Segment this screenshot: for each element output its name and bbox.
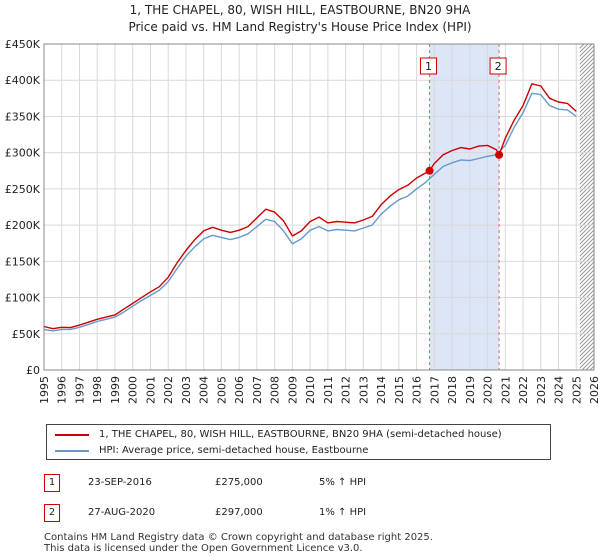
- footer-attribution: Contains HM Land Registry data © Crown c…: [44, 532, 433, 554]
- y-tick-label: £0: [26, 364, 40, 377]
- plot-area: £0 £50K £100K £150K £200K £250K £300K £350K £400…: [5, 38, 600, 404]
- x-tick-label: 2001: [144, 376, 157, 404]
- sale-label-box: [420, 57, 438, 75]
- sale-price: £275,000: [215, 477, 263, 488]
- x-tick-label: 2014: [375, 376, 388, 404]
- sale-hpi-change: 1% ↑ HPI: [319, 507, 367, 518]
- y-tick-label: £450K: [5, 38, 41, 51]
- x-tick-label: 2002: [162, 376, 175, 404]
- chart-title: 1, THE CHAPEL, 80, WISH HILL, EASTBOURNE…: [130, 3, 472, 17]
- y-tick-label: £50K: [12, 328, 41, 341]
- y-tick-label: £300K: [5, 147, 41, 160]
- x-tick-label: 2026: [588, 376, 600, 404]
- y-tick-label: £350K: [5, 110, 41, 123]
- x-tick-label: 2013: [357, 376, 370, 404]
- x-tick-label: 2022: [517, 376, 530, 404]
- x-tick-label: 2017: [428, 376, 441, 404]
- y-tick-label: £400K: [5, 74, 41, 87]
- x-tick-label: 2019: [464, 376, 477, 404]
- x-tick-label: 2007: [251, 376, 264, 404]
- sale-point: [425, 166, 434, 175]
- sale-label-number: 2: [495, 60, 502, 73]
- sale-date: 23-SEP-2016: [88, 477, 152, 488]
- x-tick-label: 1998: [91, 376, 104, 404]
- legend-label-property: 1, THE CHAPEL, 80, WISH HILL, EASTBOURNE…: [99, 429, 502, 440]
- legend-swatch-property: [55, 434, 89, 436]
- x-tick-label: 2003: [180, 376, 193, 404]
- sale-label-box: [489, 57, 507, 75]
- x-tick-label: 2020: [482, 376, 495, 404]
- legend: 1, THE CHAPEL, 80, WISH HILL, EASTBOURNE…: [46, 424, 551, 460]
- sale-row: 1 23-SEP-2016 £275,000 5% ↑ HPI: [44, 474, 464, 494]
- hpi-line: [43, 92, 577, 332]
- sale-hpi-change: 5% ↑ HPI: [319, 477, 367, 488]
- x-tick-label: 2023: [535, 376, 548, 404]
- x-tick-label: 2025: [570, 376, 583, 404]
- x-tick-label: 2018: [446, 376, 459, 404]
- sale-row: 2 27-AUG-2020 £297,000 1% ↑ HPI: [44, 504, 464, 524]
- x-tick-label: 2006: [233, 376, 246, 404]
- y-tick-label: £100K: [5, 292, 41, 305]
- plot-background: [44, 44, 594, 370]
- x-tick-label: 2000: [127, 376, 140, 404]
- x-tick-label: 2015: [393, 376, 406, 404]
- sale-number-badge: 1: [44, 474, 60, 492]
- x-tick-label: 1995: [38, 376, 51, 404]
- y-tick-label: £250K: [5, 183, 41, 196]
- legend-swatch-hpi: [55, 450, 89, 452]
- x-tick-label: 2021: [499, 376, 512, 404]
- x-tick-label: 1999: [109, 376, 122, 404]
- x-tick-label: 2011: [322, 376, 335, 404]
- property-price-line: [43, 83, 577, 330]
- chart-subtitle: Price paid vs. HM Land Registry's House …: [128, 20, 471, 34]
- sale-label-number: 1: [425, 60, 432, 73]
- x-tick-label: 2012: [340, 376, 353, 404]
- y-tick-label: £200K: [5, 219, 41, 232]
- sale-price: £297,000: [215, 507, 263, 518]
- x-tick-label: 2009: [286, 376, 299, 404]
- x-tick-label: 1996: [56, 376, 69, 404]
- x-tick-label: 2008: [269, 376, 282, 404]
- x-tick-label: 2005: [215, 376, 228, 404]
- y-tick-label: £150K: [5, 255, 41, 268]
- sale-point: [495, 150, 504, 159]
- sale-date: 27-AUG-2020: [88, 507, 156, 518]
- projection-hatch: [579, 44, 594, 370]
- footer-line-copyright: Contains HM Land Registry data © Crown c…: [44, 532, 433, 543]
- x-tick-label: 1997: [73, 376, 86, 404]
- price-chart: 1, THE CHAPEL, 80, WISH HILL, EASTBOURNE…: [5, 3, 600, 404]
- plot-frame: [43, 43, 595, 371]
- x-tick-label: 2010: [304, 376, 317, 404]
- footer-line-licence: This data is licensed under the Open Gov…: [44, 543, 363, 554]
- legend-label-hpi: HPI: Average price, semi-detached house,…: [99, 445, 369, 456]
- x-tick-label: 2016: [411, 376, 424, 404]
- x-tick-label: 2024: [553, 376, 566, 404]
- sale-period-shading: [429, 44, 500, 370]
- sale-number-badge: 2: [44, 504, 60, 522]
- x-tick-label: 2004: [198, 376, 211, 404]
